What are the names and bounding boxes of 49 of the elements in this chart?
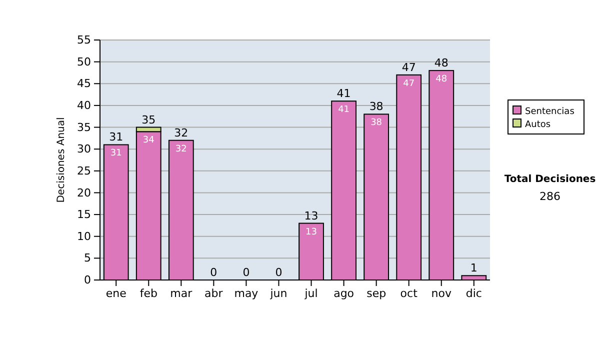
total-label: 32	[174, 126, 188, 140]
total-label: 0	[210, 266, 218, 279]
data-label: 48	[436, 74, 448, 85]
x-tick-label: oct	[400, 286, 418, 300]
legend-label: Autos	[525, 120, 551, 130]
data-label: 34	[142, 136, 155, 146]
y-tick-label: 55	[77, 34, 91, 47]
total-label: 41	[336, 87, 351, 100]
total-label: 35	[142, 113, 156, 126]
y-tick-label: 30	[77, 142, 91, 156]
y-tick-label: 45	[77, 77, 91, 90]
x-tick-label: jul	[304, 286, 318, 300]
x-tick-label: nov	[431, 286, 452, 300]
y-tick-label: 5	[84, 252, 91, 265]
data-label: 13	[306, 227, 317, 238]
legend-label: Sentencias	[525, 107, 575, 117]
x-tick-label: sep	[366, 286, 386, 300]
total-label: 47	[402, 60, 416, 74]
total-label: 0	[275, 266, 282, 279]
text: Total Decisiones	[504, 174, 596, 185]
y-tick-label: 50	[77, 55, 91, 68]
total-label: 13	[304, 209, 318, 222]
y-tick-label: 20	[77, 186, 91, 200]
x-tick-label: feb	[140, 286, 158, 300]
x-tick-label: dic	[466, 286, 482, 300]
data-label: 32	[175, 144, 187, 154]
x-tick-label: ene	[106, 286, 127, 300]
x-tick-label: ago	[334, 286, 354, 300]
text: 286	[540, 190, 560, 203]
total-label: 48	[434, 56, 448, 70]
data-label: 31	[110, 148, 122, 159]
y-tick-label: 0	[84, 274, 91, 287]
total-label: 38	[369, 100, 384, 114]
y-tick-label: 15	[77, 208, 91, 222]
data-label: 47	[403, 78, 415, 89]
data-label: 41	[338, 105, 350, 116]
y-tick-label: 35	[77, 120, 91, 134]
x-tick-label: may	[234, 286, 259, 300]
x-tick-label: jun	[269, 286, 288, 300]
total-label: 0	[242, 266, 250, 279]
total-label: 1	[470, 262, 478, 275]
y-tick-label: 40	[77, 98, 91, 112]
data-label: 38	[370, 118, 382, 128]
x-tick-label: mar	[170, 286, 193, 300]
y-axis-title: Decisiones Anual	[56, 117, 67, 203]
y-tick-label: 25	[77, 164, 91, 178]
y-tick-label: 10	[77, 230, 91, 243]
x-tick-label: abr	[204, 286, 224, 300]
total-label: 31	[109, 130, 124, 144]
